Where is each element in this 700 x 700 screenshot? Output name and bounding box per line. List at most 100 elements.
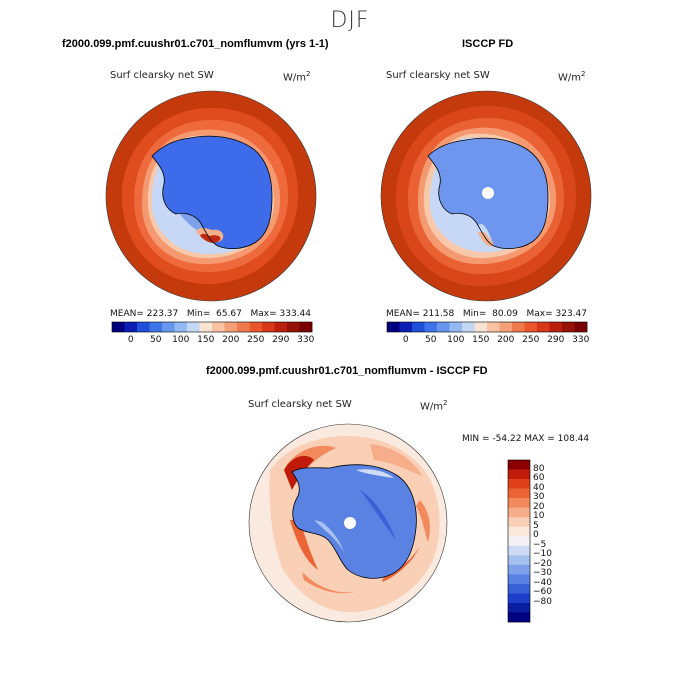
colorbar-cell (399, 322, 413, 332)
colorbar-tick-label: 40 (533, 482, 545, 493)
colorbar-tick-label: 0 (533, 530, 539, 541)
colorbar-cell (537, 322, 550, 332)
colorbar-cell (549, 322, 563, 332)
colorbar-border (507, 459, 531, 623)
colorbar-tick-label: 50 (425, 335, 437, 345)
colorbar-tick-label: −80 (533, 596, 552, 607)
colorbar-tick-label: 80 (533, 463, 545, 474)
colorbar-cell (387, 322, 400, 332)
colorbar-cell (212, 322, 225, 332)
colorbar-cell (508, 460, 530, 470)
colorbar-cell (149, 322, 163, 332)
colorbar-tick-label: 60 (533, 473, 545, 484)
colorbar-cell (412, 322, 425, 332)
colorbar-tick-label: 100 (447, 335, 465, 345)
colorbar-tick-label: −40 (533, 577, 552, 588)
colorbar-tick-label: −30 (533, 568, 552, 579)
colorbar-cell (508, 517, 530, 528)
diff-map (249, 424, 447, 622)
colorbar-cell (508, 479, 530, 489)
colorbar-tick-label: 250 (247, 335, 265, 345)
colorbar-border (386, 321, 588, 333)
colorbar-cell (299, 322, 313, 332)
colorbar-tick-label: −5 (533, 539, 547, 550)
colorbar-tick-label: 290 (547, 335, 565, 345)
colorbar-cell (474, 322, 488, 332)
colorbar-tick-label: 330 (297, 335, 315, 345)
colorbar-cell (508, 602, 530, 613)
diff-variable-label: Surf clearsky net SW (248, 399, 352, 410)
colorbar-tick-label: 0 (127, 335, 134, 345)
colorbar-cell (162, 322, 175, 332)
colorbar-tick-label: 330 (572, 335, 590, 345)
colorbar-border (111, 321, 313, 333)
colorbar-cell (508, 488, 530, 499)
model-map (106, 91, 316, 301)
colorbar-tick-label: −20 (533, 558, 552, 569)
colorbar-tick-label: 0 (402, 335, 409, 345)
colorbar-cell (508, 583, 530, 594)
model-variable-label: Surf clearsky net SW (110, 70, 214, 81)
colorbar-cell (512, 322, 525, 332)
colorbar-cell (508, 469, 530, 480)
colorbar-tick-label: 200 (497, 335, 515, 345)
obs-stats: MEAN= 211.58 Min= 80.09 Max= 323.47 (386, 309, 587, 319)
colorbar-cell (112, 322, 125, 332)
diff-units-label: W/m2 (420, 399, 448, 413)
colorbar-cell (508, 526, 530, 537)
colorbar-tick-label: 30 (533, 492, 545, 503)
model-units-label: W/m2 (283, 70, 311, 84)
colorbar-cell (508, 507, 530, 518)
colorbar-cell (508, 593, 530, 604)
colorbar-cell (462, 322, 475, 332)
colorbar-tick-label: 150 (472, 335, 490, 345)
colorbar-tick-label: 5 (533, 520, 539, 531)
colorbar-cell (508, 612, 530, 623)
colorbar-cell (274, 322, 288, 332)
colorbar-tick-label: −60 (533, 587, 552, 598)
colorbar-tick-label: 10 (533, 511, 545, 522)
colorbar-cell (174, 322, 188, 332)
diff-colorbar (507, 459, 531, 623)
colorbar-cell (437, 322, 450, 332)
diff-stats: MIN = -54.22 MAX = 108.44 (462, 434, 590, 444)
colorbar-tick-label: 290 (272, 335, 290, 345)
colorbar-cell (508, 498, 530, 508)
colorbar-cell (499, 322, 513, 332)
colorbar-cell (508, 564, 530, 575)
obs-map (381, 91, 591, 301)
colorbar-cell (124, 322, 138, 332)
colorbar-cell (524, 322, 538, 332)
colorbar-cell (487, 322, 500, 332)
colorbar-cell (262, 322, 275, 332)
colorbar-cell (508, 545, 530, 556)
colorbar-cell (224, 322, 238, 332)
colorbar-cell (249, 322, 263, 332)
diff-panel-title: f2000.099.pmf.cuushr01.c701_nomflumvm - … (206, 365, 488, 377)
colorbar-cell (137, 322, 150, 332)
colorbar-cell (508, 574, 530, 585)
obs-units-label: W/m2 (558, 70, 586, 84)
colorbar-tick-label: −10 (533, 549, 552, 560)
colorbar-cell (424, 322, 438, 332)
obs-colorbar (386, 321, 588, 333)
colorbar-cell (508, 536, 530, 547)
colorbar-tick-label: 200 (222, 335, 240, 345)
model-colorbar (111, 321, 313, 333)
colorbar-cell (449, 322, 463, 332)
colorbar-cell (508, 555, 530, 566)
season-title: DJF (330, 8, 370, 33)
colorbar-cell (574, 322, 588, 332)
colorbar-cell (187, 322, 200, 332)
obs-variable-label: Surf clearsky net SW (386, 70, 490, 81)
colorbar-tick-label: 100 (172, 335, 190, 345)
colorbar-cell (237, 322, 250, 332)
colorbar-tick-label: 20 (533, 501, 545, 512)
colorbar-cell (562, 322, 575, 332)
colorbar-cell (287, 322, 300, 332)
colorbar-tick-label: 50 (150, 335, 162, 345)
model-panel-title: f2000.099.pmf.cuushr01.c701_nomflumvm (y… (62, 38, 329, 50)
obs-panel-title: ISCCP FD (462, 38, 514, 50)
colorbar-cell (199, 322, 213, 332)
